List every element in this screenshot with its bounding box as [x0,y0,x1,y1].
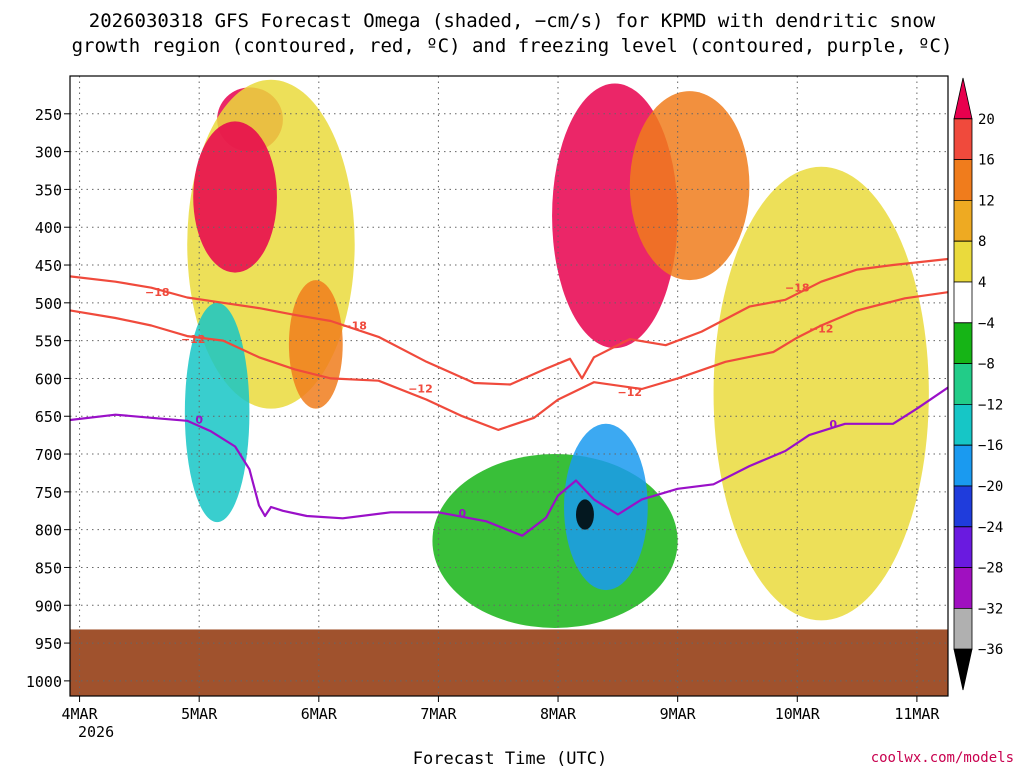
colorbar-swatch-7 [953,363,973,405]
x-tick-label-4MAR: 4MAR [62,705,99,723]
colorbar-label-11: −28 [978,561,1003,577]
x-tick-label-9MAR: 9MAR [660,705,697,723]
x-tick-label-5MAR: 5MAR [181,705,218,723]
colorbar-label-6: −8 [978,357,995,373]
grid-lines [70,76,948,696]
omega-region-rising-core-5mar [193,121,277,273]
omega-region-midlevel-orange-6mar [288,280,343,409]
colorbar-label-9: −20 [978,479,1003,495]
y-axis-ticks: 250 300 350 400 450 500 550 600 650 700 750 800 850 9… [26,106,70,691]
contour-freezing-level-0 [70,386,948,537]
contour-label-isotherm-minus-18-1: −18 [342,320,367,333]
colorbar-swatch-5 [953,281,973,324]
y-tick-label-600: 600 [35,370,62,388]
contour-label-isotherm-minus-18-0: −18 [145,286,170,299]
contour-label-isotherm-minus-18-2: −18 [785,282,810,295]
y-tick-label-550: 550 [35,333,62,351]
x-axis-ticks: 4MAR 5MAR 6MAR 7MAR 8MAR 9MAR 10MAR 11MAR [62,696,940,723]
colorbar-label-1: 16 [978,153,995,169]
x-tick-label-11MAR: 11MAR [894,705,940,723]
omega-shading [70,79,948,696]
colorbar-label-0: 20 [978,112,995,128]
omega-region-upper-orange-9mar [629,91,750,281]
y-tick-label-900: 900 [35,597,62,615]
contour-label-freezing-level-0-2: 0 [829,418,837,431]
colorbar-label-2: 12 [978,193,995,209]
colorbar-label-3: 8 [978,234,986,250]
y-tick-label-950: 950 [35,635,62,653]
contour-isotherm-minus-12 [70,291,948,431]
contour-isotherm-minus-18 [70,257,948,386]
y-tick-label-450: 450 [35,257,62,275]
contour-label-isotherm-minus-12-1: −12 [408,382,433,395]
colorbar-swatch-9 [953,444,973,487]
year-label: 2026 [78,723,114,741]
contour-label-freezing-level-0-0: 0 [195,413,203,426]
x-tick-label-6MAR: 6MAR [301,705,338,723]
contour-label-isotherm-minus-12-3: −12 [809,323,834,336]
colorbar-swatch-0 [953,77,973,120]
contour-label-isotherm-minus-12-0: −12 [181,333,206,346]
colorbar-swatch-11 [953,526,973,568]
colorbar-swatch-14 [953,648,973,691]
y-tick-label-700: 700 [35,446,62,464]
chart-title-line1: 2026030318 GFS Forecast Omega (shaded, −… [89,10,936,32]
colorbar-swatch-3 [953,200,973,242]
y-tick-label-300: 300 [35,144,62,162]
x-axis-title: Forecast Time (UTC) [413,749,607,768]
colorbar-label-10: −24 [978,520,1003,536]
colorbar-swatch-8 [953,404,973,446]
ground-terrain [70,629,948,696]
colorbar-swatch-10 [953,485,973,528]
colorbar-swatch-6 [953,322,973,364]
omega-region-sinking-core-8mar [575,499,594,530]
colorbar-label-12: −32 [978,601,1003,617]
x-tick-label-10MAR: 10MAR [775,705,821,723]
y-tick-label-650: 650 [35,408,62,426]
colorbar-label-13: −36 [978,642,1003,658]
contour-label-isotherm-minus-12-2: −12 [618,386,643,399]
colorbar-swatch-1 [953,118,973,160]
contour-label-freezing-level-0-1: 0 [459,507,467,520]
colorbar-swatch-12 [953,567,973,609]
colorbar-label-8: −16 [978,438,1003,454]
omega-region-midlevel-yellow-10mar [713,166,929,621]
omega-region-sinking-column-5mar [184,302,250,523]
contour-labels: −18 −18 −18 −12 −12 −12 −12 0 0 0 [145,282,837,520]
y-tick-label-400: 400 [35,219,62,237]
temperature-contours [70,257,948,537]
y-tick-label-250: 250 [35,106,62,124]
y-tick-label-750: 750 [35,484,62,502]
colorbar-swatch-13 [953,608,973,650]
credit-link[interactable]: coolwx.com/models [871,750,1014,766]
colorbar-swatch-2 [953,159,973,201]
x-tick-label-7MAR: 7MAR [420,705,457,723]
colorbar: 20 16 12 8 4 −4 −8 −12 −16 −20 −24 −28 −32 −36 [953,77,1003,691]
y-tick-label-500: 500 [35,295,62,313]
colorbar-label-5: −4 [978,316,995,332]
chart-title-line2: growth region (contoured, red, ºC) and f… [72,35,953,57]
y-tick-label-1000: 1000 [26,673,62,691]
y-tick-label-350: 350 [35,181,62,199]
colorbar-swatch-4 [953,240,973,283]
colorbar-label-7: −12 [978,397,1003,413]
colorbar-label-4: 4 [978,275,986,291]
plot-frame [69,75,949,697]
y-tick-label-800: 800 [35,522,62,540]
x-tick-label-8MAR: 8MAR [540,705,577,723]
y-tick-label-850: 850 [35,559,62,577]
